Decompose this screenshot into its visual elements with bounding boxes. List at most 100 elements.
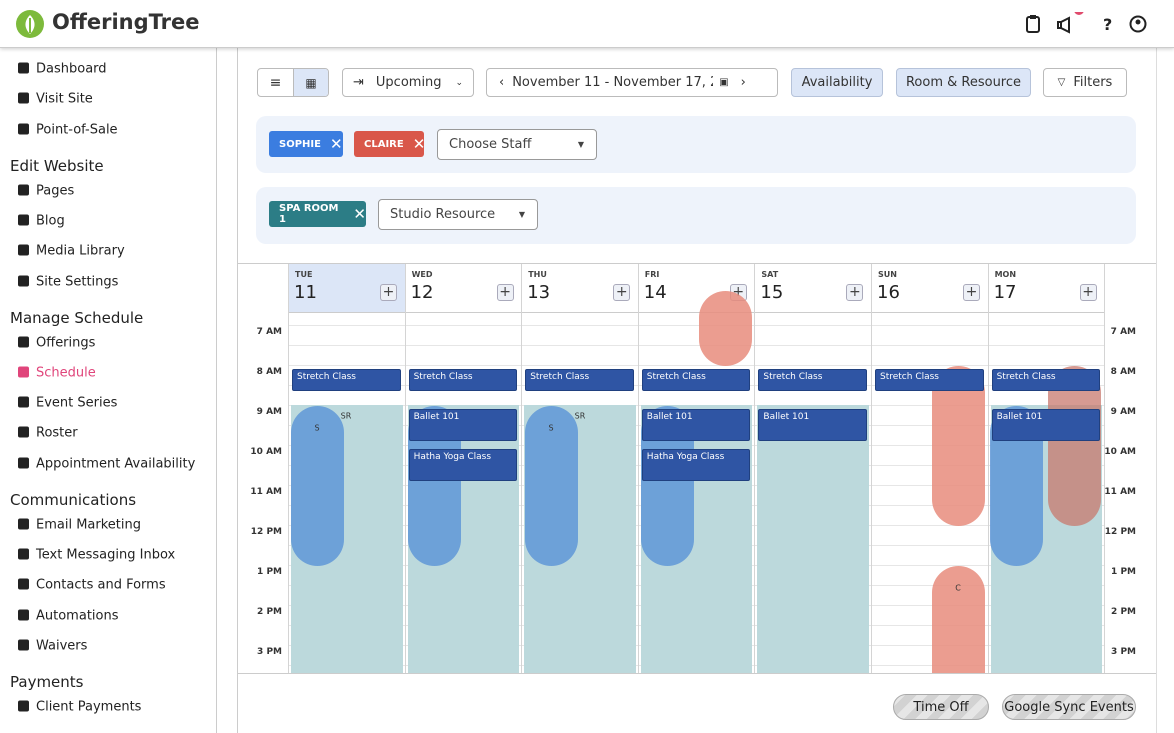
time-label: 12 PM — [250, 527, 282, 537]
room-resource-button[interactable]: Room & Resource — [896, 68, 1031, 97]
nav-item[interactable]: Schedule — [18, 365, 96, 380]
resource-select[interactable]: Studio Resource ▼ — [378, 199, 538, 230]
logo — [16, 10, 44, 38]
nav-item[interactable]: Roster — [18, 426, 78, 441]
nav-label: Dashboard — [36, 61, 107, 77]
day-of-week: THU — [528, 270, 547, 279]
section-title: Payments — [10, 672, 84, 691]
class-event[interactable]: Hatha Yoga Class — [641, 449, 751, 481]
day-number: 15 — [760, 282, 784, 303]
staff-chip[interactable]: CLAIRE ✕ — [354, 131, 425, 157]
staff-availability — [932, 366, 985, 526]
staff-availability — [1048, 366, 1101, 526]
grid-line — [288, 312, 1105, 313]
class-event[interactable]: Hatha Yoga Class — [408, 449, 518, 481]
class-event[interactable]: Stretch Class — [292, 369, 401, 391]
add-button[interactable]: + — [963, 284, 980, 301]
time-off-button[interactable]: Time Off — [893, 694, 989, 720]
time-label: 10 AM — [250, 447, 282, 457]
time-label: 11 AM — [250, 487, 282, 497]
add-button[interactable]: + — [846, 284, 864, 301]
time-label: 8 AM — [1110, 367, 1136, 377]
google-sync-button[interactable]: Google Sync Events — [1002, 694, 1136, 720]
nav-label: Automations — [36, 608, 119, 624]
nav-item[interactable]: Media Library — [18, 244, 125, 259]
time-label: 7 AM — [1110, 327, 1136, 337]
staff-availability — [932, 566, 985, 673]
staff-chip[interactable]: SOPHIE ✕ — [269, 131, 343, 157]
class-event[interactable]: Stretch Class — [875, 369, 984, 391]
nav-item[interactable]: Point-of-Sale — [18, 122, 118, 137]
filters-button[interactable]: ▽ Filters — [1043, 68, 1127, 97]
class-event[interactable]: Stretch Class — [991, 369, 1101, 391]
marker: C — [955, 583, 961, 593]
nav-icon — [18, 639, 29, 651]
nav-item[interactable]: Automations — [18, 608, 119, 623]
select-label: Studio Resource — [390, 207, 496, 222]
nav-icon — [18, 366, 29, 378]
nav-item[interactable]: Event Series — [18, 396, 117, 411]
add-button[interactable]: + — [613, 284, 631, 301]
nav-icon — [18, 275, 29, 286]
nav-label: Waivers — [36, 638, 88, 654]
class-event[interactable]: Stretch Class — [408, 369, 518, 391]
nav-label: Point-of-Sale — [36, 122, 118, 138]
day-number: 17 — [993, 282, 1017, 303]
header-icons[interactable]: ? — [1022, 12, 1152, 38]
nav-icon — [18, 396, 29, 408]
class-event[interactable]: Ballet 101 — [408, 409, 518, 441]
nav-item[interactable]: Site Settings — [18, 274, 118, 289]
add-button[interactable]: + — [380, 284, 397, 301]
column-divider — [987, 264, 989, 673]
resource-chip[interactable]: SPA ROOM 1 ✕ — [269, 201, 366, 227]
range-select[interactable]: ⇥ Upcoming ⌄ — [342, 68, 474, 97]
nav-label: Email Marketing — [36, 517, 141, 533]
date-range[interactable]: ‹November 11 - November 17, 2025▣› — [486, 68, 778, 97]
grid-line — [288, 325, 1105, 326]
class-event[interactable]: Stretch Class — [525, 369, 634, 391]
nav-label: Pages — [36, 183, 75, 199]
nav-label: Offerings — [36, 335, 96, 350]
day-of-week: WED — [411, 270, 433, 279]
view-toggle[interactable]: ≡ ▦ — [257, 68, 329, 97]
add-button[interactable]: + — [496, 284, 514, 301]
nav-label: Event Series — [36, 395, 118, 411]
class-event[interactable]: Ballet 101 — [641, 409, 751, 441]
class-event[interactable]: Ballet 101 — [758, 409, 867, 441]
time-label: 7 AM — [256, 327, 282, 337]
nav-item[interactable]: Dashboard — [18, 62, 107, 77]
nav-icon — [18, 214, 29, 226]
nav-item[interactable]: Visit Site — [18, 92, 93, 107]
nav-item[interactable]: Offerings — [18, 335, 95, 350]
class-event[interactable]: Stretch Class — [641, 369, 751, 391]
nav-item[interactable]: Waivers — [18, 638, 87, 653]
grid-line — [288, 365, 1105, 366]
nav-item[interactable]: Contacts and Forms — [18, 578, 166, 593]
nav-icon — [18, 548, 29, 560]
availability-button[interactable]: Availability — [791, 68, 883, 97]
day-number: 16 — [877, 282, 900, 303]
marker: S — [314, 423, 320, 433]
nav-item[interactable]: Text Messaging Inbox — [18, 548, 175, 563]
nav-icon — [18, 426, 29, 438]
nav-item[interactable]: Client Payments — [18, 699, 141, 714]
nav-item[interactable]: Email Marketing — [18, 517, 141, 532]
nav-item[interactable]: Pages — [18, 183, 74, 198]
marker: SR — [340, 411, 352, 421]
add-button[interactable]: + — [1079, 284, 1097, 301]
nav-label: Client Payments — [36, 699, 142, 715]
staff-select[interactable]: Choose Staff ▼ — [437, 129, 597, 160]
column-divider — [1104, 264, 1106, 673]
nav-item[interactable]: Blog — [18, 213, 65, 228]
time-label: 3 PM — [1111, 647, 1136, 657]
nav-item[interactable]: Appointment Availability — [18, 456, 195, 471]
class-event[interactable]: Ballet 101 — [991, 409, 1101, 441]
select-label: Choose Staff — [449, 137, 532, 152]
day-number: 13 — [527, 282, 551, 303]
class-event[interactable]: Stretch Class — [758, 369, 867, 391]
header: OfferingTree ? — [0, 0, 1174, 48]
marker: S — [548, 423, 554, 433]
nav-label: Visit Site — [36, 91, 93, 107]
time-label: 10 AM — [1104, 447, 1136, 457]
time-label: 9 AM — [1110, 407, 1136, 417]
